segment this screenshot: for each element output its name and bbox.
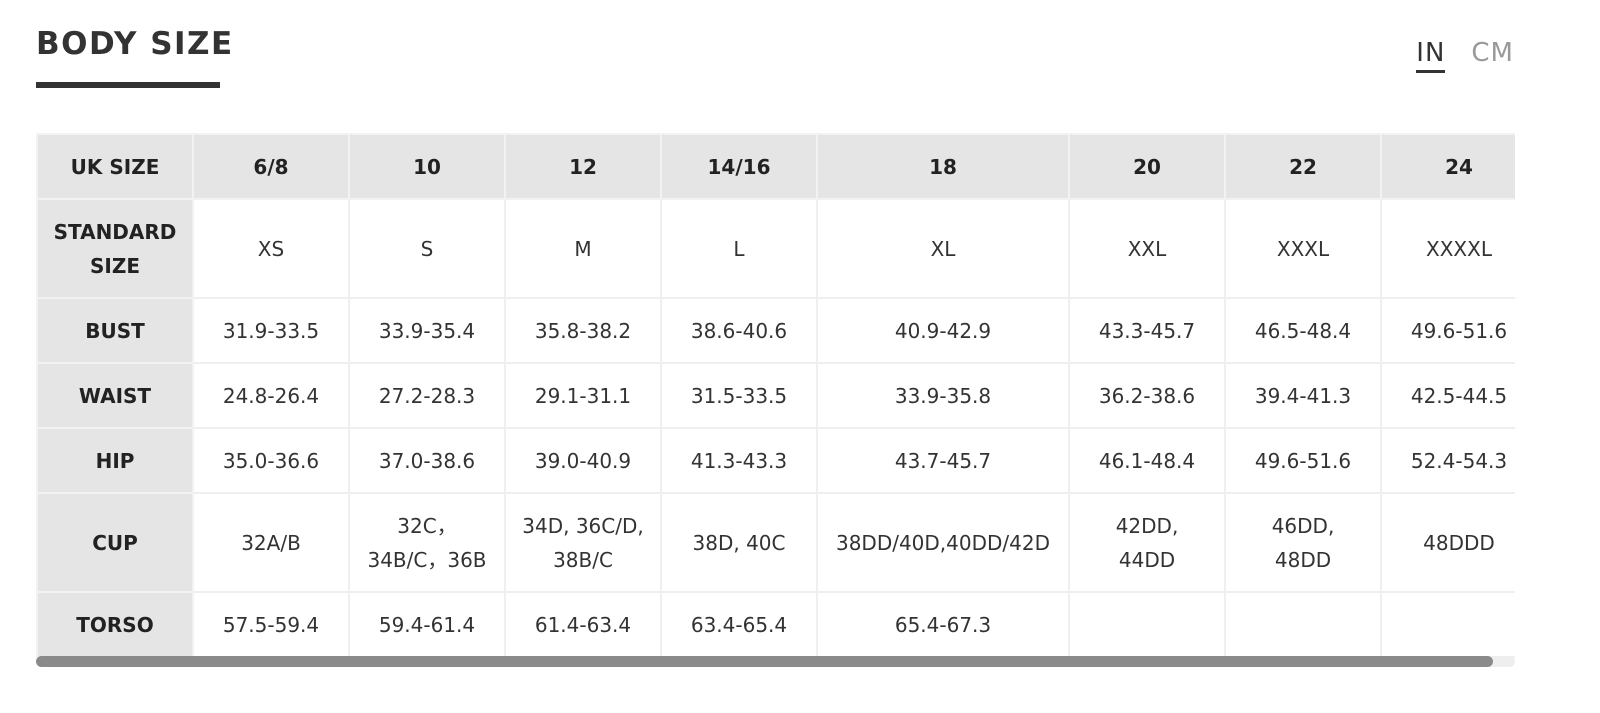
table-cell: XXXXL	[1380, 198, 1515, 299]
title-underline	[36, 82, 220, 88]
column-header: 10	[348, 133, 506, 200]
unit-tab[interactable]: IN	[1416, 38, 1446, 73]
column-header: 6/8	[192, 133, 350, 200]
column-header: 24	[1380, 133, 1515, 200]
table-cell: 37.0-38.6	[348, 427, 506, 494]
table-cell: 42.5-44.5	[1380, 362, 1515, 429]
table-row: HIP 35.0-36.6 37.0-38.6 39.0-40.9 41.3-43.3 4…	[36, 427, 1515, 494]
table-cell: 46DD, 48DD	[1224, 492, 1382, 593]
table-cell: 49.6-51.6	[1380, 297, 1515, 364]
table-cell: 38D, 40C	[660, 492, 818, 593]
column-header: UK SIZE	[36, 133, 194, 200]
table-scroll-area: UK SIZE 6/8 10 12 14/16 18 20 22 24 STANDARD SIZ…	[36, 133, 1515, 669]
table-cell: XL	[816, 198, 1070, 299]
scrollbar-thumb[interactable]	[36, 656, 1493, 667]
table-cell: 65.4-67.3	[816, 591, 1070, 658]
column-header: 14/16	[660, 133, 818, 200]
column-header: 18	[816, 133, 1070, 200]
table-cell: 41.3-43.3	[660, 427, 818, 494]
table-cell: 33.9-35.4	[348, 297, 506, 364]
table-cell: 52.4-54.3	[1380, 427, 1515, 494]
table-row: WAIST 24.8-26.4 27.2-28.3 29.1-31.1 31.5-33.…	[36, 362, 1515, 429]
table-cell: 39.4-41.3	[1224, 362, 1382, 429]
table-cell: XXXL	[1224, 198, 1382, 299]
table-cell: XS	[192, 198, 350, 299]
table-cell: 43.3-45.7	[1068, 297, 1226, 364]
table-row: TORSO 57.5-59.4 59.4-61.4 61.4-63.4 63.4-65.…	[36, 591, 1515, 658]
table-cell: 39.0-40.9	[504, 427, 662, 494]
row-header: WAIST	[36, 362, 194, 429]
table-cell: 32C， 34B/C，36B	[348, 492, 506, 593]
table-cell: 31.9-33.5	[192, 297, 350, 364]
table-cell: 34D, 36C/D, 38B/C	[504, 492, 662, 593]
column-header: 20	[1068, 133, 1226, 200]
table-cell: 46.1-48.4	[1068, 427, 1226, 494]
unit-tab[interactable]: CM	[1471, 38, 1514, 68]
table-cell: L	[660, 198, 818, 299]
table-cell: 61.4-63.4	[504, 591, 662, 658]
table-cell: 43.7-45.7	[816, 427, 1070, 494]
table-cell: 40.9-42.9	[816, 297, 1070, 364]
scrollbar[interactable]	[36, 656, 1515, 667]
table-cell: 46.5-48.4	[1224, 297, 1382, 364]
table-row: STANDARD SIZE XS S M L XL XXL XXXL XXXXL	[36, 198, 1515, 299]
empty-cell	[1224, 591, 1382, 658]
table-cell: 38.6-40.6	[660, 297, 818, 364]
empty-cell	[1380, 591, 1515, 658]
header-row: UK SIZE 6/8 10 12 14/16 18 20 22 24	[36, 133, 1515, 200]
column-header: 12	[504, 133, 662, 200]
table-cell: 31.5-33.5	[660, 362, 818, 429]
table-cell: S	[348, 198, 506, 299]
table-cell: 63.4-65.4	[660, 591, 818, 658]
table-row: CUP 32A/B 32C， 34B/C，36B 34D, 36C/D, 38B/C 3…	[36, 492, 1515, 593]
row-header: HIP	[36, 427, 194, 494]
section-title: BODY SIZE	[36, 26, 234, 62]
table-cell: M	[504, 198, 662, 299]
table-cell: 24.8-26.4	[192, 362, 350, 429]
size-table: UK SIZE 6/8 10 12 14/16 18 20 22 24 STANDARD SIZ…	[36, 133, 1515, 658]
unit-switch: IN CM	[1416, 38, 1514, 73]
table-cell: 32A/B	[192, 492, 350, 593]
table-cell: 35.8-38.2	[504, 297, 662, 364]
table-cell: 27.2-28.3	[348, 362, 506, 429]
empty-cell	[1068, 591, 1226, 658]
table-cell: 49.6-51.6	[1224, 427, 1382, 494]
table-cell: XXL	[1068, 198, 1226, 299]
row-header: CUP	[36, 492, 194, 593]
table-cell: 33.9-35.8	[816, 362, 1070, 429]
table-cell: 35.0-36.6	[192, 427, 350, 494]
table-cell: 48DDD	[1380, 492, 1515, 593]
column-header: 22	[1224, 133, 1382, 200]
table-cell: 57.5-59.4	[192, 591, 350, 658]
table-cell: 59.4-61.4	[348, 591, 506, 658]
table-cell: 38DD/40D,40DD/42D	[816, 492, 1070, 593]
row-header: BUST	[36, 297, 194, 364]
row-header: STANDARD SIZE	[36, 198, 194, 299]
row-header: TORSO	[36, 591, 194, 658]
table-row: BUST 31.9-33.5 33.9-35.4 35.8-38.2 38.6-40.6…	[36, 297, 1515, 364]
table-cell: 36.2-38.6	[1068, 362, 1226, 429]
table-cell: 29.1-31.1	[504, 362, 662, 429]
table-cell: 42DD, 44DD	[1068, 492, 1226, 593]
